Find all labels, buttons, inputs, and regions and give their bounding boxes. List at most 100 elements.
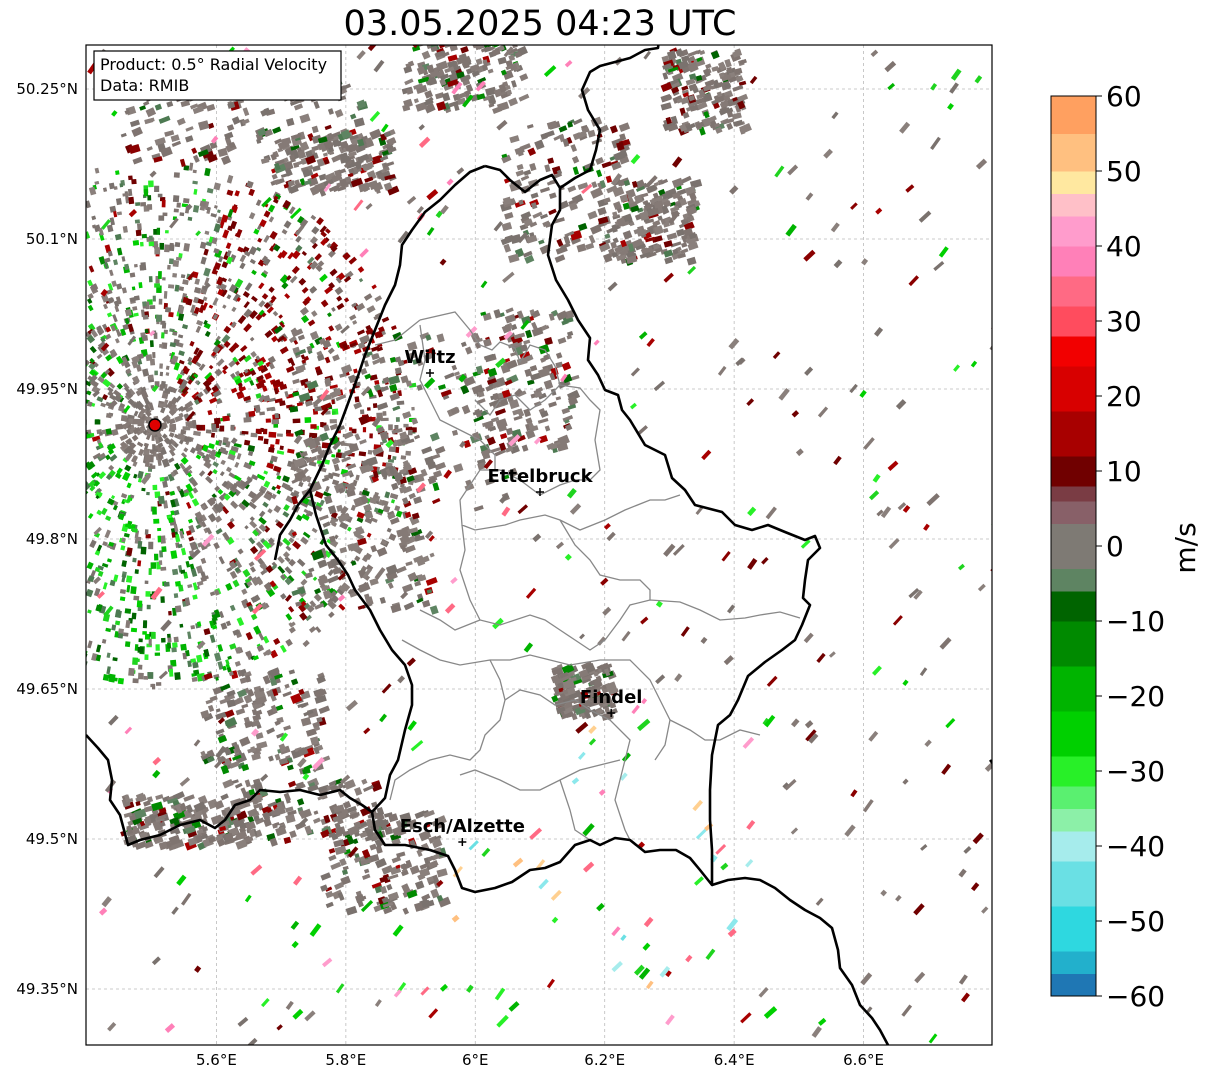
radar-echo [145, 591, 151, 597]
radar-echo [158, 670, 168, 680]
radar-echo [423, 809, 435, 818]
radar-echo [475, 58, 483, 66]
radar-echo [167, 633, 171, 639]
radar-echo [216, 358, 225, 367]
radar-echo [203, 267, 211, 277]
radar-echo [148, 180, 154, 188]
radar-echo [554, 254, 566, 263]
radar-echo [387, 873, 399, 880]
radar-echo [298, 481, 304, 488]
radar-echo [247, 605, 255, 613]
radar-echo [109, 205, 117, 213]
radar-echo [280, 172, 290, 178]
radar-echo [438, 384, 446, 391]
radar-echo [148, 541, 154, 550]
radar-echo [291, 328, 304, 338]
radar-echo [184, 597, 191, 606]
radar-echo [670, 241, 682, 248]
radar-echo [385, 143, 395, 152]
radar-echo [278, 757, 289, 766]
radar-echo [291, 477, 302, 484]
radar-echo [213, 609, 221, 619]
radar-echo [288, 626, 296, 634]
radar-echo [260, 602, 269, 610]
radar-echo [499, 493, 510, 504]
radar-echo [226, 521, 236, 530]
radar-echo [101, 293, 110, 303]
lat-tick-label: 49.8°N [26, 530, 78, 548]
radar-echo [137, 560, 142, 567]
radar-echo [322, 521, 331, 528]
radar-echo [248, 501, 257, 510]
radar-echo [493, 221, 503, 232]
radar-echo [678, 49, 689, 58]
radar-echo [154, 103, 163, 111]
radar-echo [659, 965, 671, 978]
radar-echo [720, 862, 729, 871]
radar-echo [403, 65, 413, 74]
radar-echo [370, 517, 378, 523]
radar-echo [429, 605, 439, 615]
radar-echo [732, 84, 744, 92]
city-label: Esch/Alzette [400, 816, 525, 837]
radar-echo [193, 739, 201, 747]
radar-echo [343, 431, 354, 440]
radar-echo [339, 774, 351, 785]
radar-echo [91, 215, 97, 221]
radar-echo [558, 380, 570, 389]
radar-echo [124, 109, 131, 115]
radar-echo [247, 1037, 258, 1045]
radar-echo [141, 487, 146, 492]
radar-echo [597, 216, 609, 225]
radar-echo [566, 334, 572, 340]
radar-echo [432, 839, 443, 849]
radar-echo [369, 843, 377, 851]
radar-echo [530, 192, 539, 199]
radar-echo [274, 138, 283, 145]
radar-echo [278, 743, 287, 753]
radar-echo [131, 356, 138, 365]
radar-echo [302, 167, 314, 178]
radar-echo [382, 505, 391, 513]
colorbar-segment [1051, 193, 1096, 217]
radar-echo [555, 396, 562, 401]
radar-echo [187, 360, 193, 366]
radar-echo [481, 64, 489, 71]
radar-echo [388, 533, 397, 541]
radar-echo [407, 571, 418, 582]
radar-echo [214, 589, 220, 596]
radar-echo [396, 851, 406, 858]
radar-echo [174, 580, 182, 587]
radar-echo [652, 192, 659, 199]
radar-echo [653, 181, 660, 187]
radar-echo [172, 259, 180, 268]
colorbar-tick-label: −20 [1106, 680, 1165, 713]
radar-echo [86, 593, 87, 602]
radar-echo [642, 199, 649, 206]
radar-echo [188, 524, 196, 534]
radar-echo [312, 397, 323, 407]
radar-echo [674, 673, 683, 682]
radar-echo [274, 720, 281, 726]
radar-echo [259, 562, 267, 569]
radar-echo [641, 698, 648, 705]
radar-echo [764, 714, 776, 728]
radar-echo [207, 470, 213, 477]
radar-echo [434, 445, 446, 455]
radar-echo [190, 478, 199, 487]
radar-echo [193, 286, 202, 294]
radar-echo [514, 388, 523, 397]
radar-echo [482, 59, 489, 67]
radar-echo [634, 964, 645, 976]
radar-echo [148, 638, 152, 646]
radar-echo [339, 168, 347, 174]
radar-echo [332, 354, 340, 362]
radar-echo [351, 428, 357, 434]
radar-echo [192, 169, 197, 174]
radar-echo [294, 225, 305, 236]
radar-echo [283, 220, 292, 229]
radar-echo [322, 152, 328, 157]
radar-echo [625, 255, 638, 265]
radar-echo [120, 493, 128, 499]
radar-echo [782, 782, 790, 790]
